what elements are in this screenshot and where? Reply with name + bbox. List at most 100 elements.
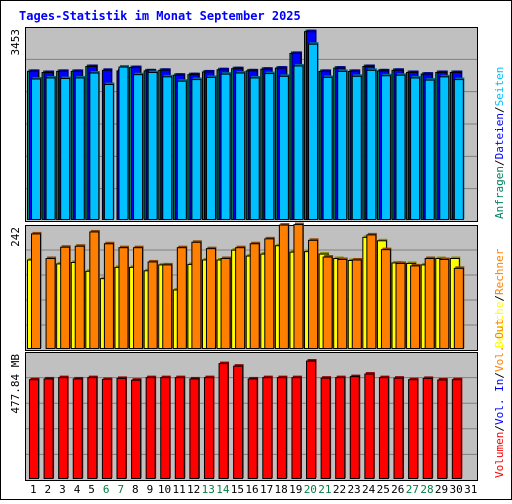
day-label: 12 [187,483,200,496]
day-label: 24 [362,483,376,496]
max-value-label: 3453 [9,29,22,56]
day-label: 6 [103,483,110,496]
day-label: 14 [216,483,230,496]
bar-rechner-day-25 [380,249,391,350]
legend-item: Vol. In [493,379,506,425]
bar-rechner-day-19 [293,224,304,349]
panel-2: 242 Besuche/Rechner [9,222,506,351]
bar-volumen-day-5 [87,377,98,479]
bar-seiten-day-28 [424,79,435,220]
bar-seiten-day-29 [439,76,450,220]
day-label: 1 [30,483,37,496]
bar-seiten-day-6 [103,83,114,220]
legend: Anfragen/Dateien/Seiten [493,67,506,219]
bar-seiten-day-10 [162,76,173,220]
bar-rechner-day-21 [322,256,333,350]
bar-rechner-day-30 [453,267,464,349]
bar-rechner-day-27 [410,265,421,349]
bar-seiten-day-11 [176,80,187,220]
bar-seiten-day-21 [322,76,333,221]
bar-rechner-day-7 [118,247,129,349]
bar-rechner-day-8 [133,247,144,349]
bar-rechner-day-18 [278,224,289,350]
bar-seiten-day-17 [264,73,275,220]
bar-rechner-day-10 [162,264,173,350]
day-label: 7 [117,483,124,496]
day-label: 20 [304,483,317,496]
day-label: 3 [59,483,66,496]
bar-seiten-day-7 [118,66,129,220]
day-label: 15 [231,483,244,496]
day-label: 2 [45,483,52,496]
legend-separator: / [493,295,506,302]
bar-seiten-day-2 [45,77,56,220]
legend-separator: / [493,372,506,379]
bar-volumen-day-23 [349,376,360,480]
day-label: 29 [435,483,448,496]
bar-seiten-day-25 [380,75,391,220]
bar-volumen-day-16 [247,378,258,479]
legend: Volumen/Vol. In/Vol. Out [493,319,506,478]
bar-seiten-day-27 [410,77,421,220]
legend-separator: / [493,106,506,113]
day-label: 28 [420,483,433,496]
day-label: 9 [147,483,154,496]
day-label: 23 [347,483,360,496]
legend-item: Rechner [493,248,506,295]
legend-item: Besuche [493,302,506,348]
day-label: 21 [318,483,331,496]
bar-seiten-day-16 [249,77,260,220]
bar-volumen-day-18 [276,377,287,479]
bar-seiten-day-9 [147,71,158,220]
bar-seiten-day-18 [278,75,289,220]
bar-seiten-day-15 [235,72,246,220]
day-label: 13 [202,483,215,496]
day-label: 17 [260,483,273,496]
day-label: 22 [333,483,346,496]
bar-seiten-day-4 [74,77,85,220]
bar-rechner-day-16 [249,243,260,349]
bar-volumen-day-27 [408,379,419,479]
day-label: 25 [377,483,390,496]
bar-rechner-day-17 [264,238,275,349]
bar-volumen-day-3 [58,377,69,479]
bar-seiten-day-30 [453,79,464,220]
legend-separator: / [493,425,506,432]
bar-volumen-day-2 [43,378,54,479]
bar-volumen-day-21 [320,377,331,480]
bar-volumen-day-14 [218,363,229,479]
bar-volumen-day-25 [378,377,389,479]
bar-volumen-day-24 [364,373,375,479]
bar-seiten-day-13 [205,76,216,221]
day-label: 8 [132,483,139,496]
legend-item: Anfragen [493,166,506,219]
bar-rechner-day-29 [439,258,450,350]
max-value-label: 242 [9,227,22,247]
bar-rechner-day-11 [176,247,187,349]
bar-seiten-day-3 [60,77,71,220]
bar-volumen-day-7 [116,377,127,479]
bar-seiten-day-8 [133,74,144,220]
legend-item: Volumen [493,432,506,478]
bar-seiten-day-23 [351,75,362,220]
bar-volumen-day-4 [72,378,83,479]
bar-volumen-day-13 [203,377,214,479]
bar-volumen-day-15 [233,365,244,479]
day-label: 10 [158,483,171,496]
bar-rechner-day-15 [235,247,246,349]
day-label: 11 [172,483,185,496]
bar-volumen-day-17 [262,377,273,479]
bar-rechner-day-4 [74,245,85,349]
bar-rechner-day-9 [147,261,158,350]
legend-item: Vol. Out [493,319,506,372]
bar-volumen-day-29 [437,379,448,479]
bar-rechner-day-28 [424,258,435,349]
bar-volumen-day-10 [160,377,171,479]
bar-rechner-day-13 [205,248,216,349]
legend-item: Dateien [493,113,506,159]
bar-seiten-day-14 [220,73,231,220]
bar-rechner-day-1 [31,233,41,349]
